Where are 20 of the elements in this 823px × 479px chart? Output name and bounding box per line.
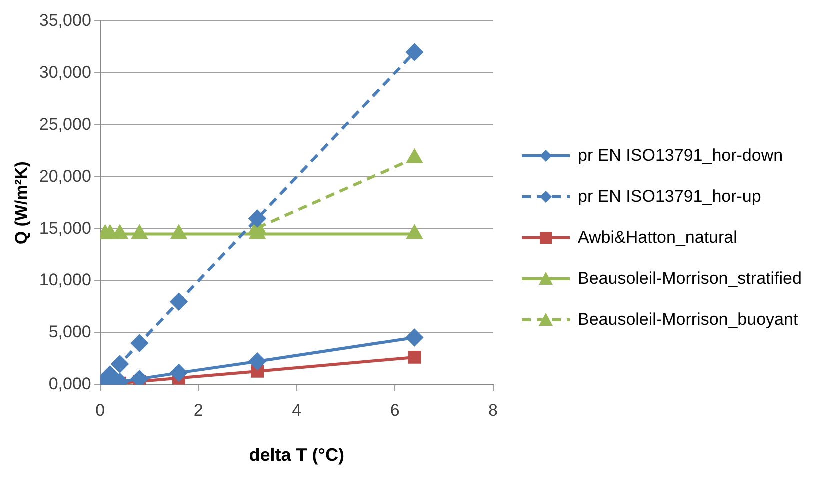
legend-label: Beausoleil-Morrison_buoyant (578, 309, 800, 331)
legend-label: pr EN ISO13791_hor-up (578, 186, 762, 208)
legend-label: Beausoleil-Morrison_stratified (578, 268, 803, 290)
y-tick-label: 30,000 (39, 62, 92, 82)
y-tick-label: 15,000 (39, 218, 92, 238)
x-axis-title: delta T (°C) (249, 445, 344, 466)
x-tick-label: 0 (96, 400, 106, 420)
x-tick-label: 8 (488, 400, 498, 420)
y-axis-title: Q (W/m²K) (12, 162, 31, 245)
x-tick-label: 6 (390, 400, 400, 420)
legend-label: pr EN ISO13791_hor-down (578, 145, 784, 167)
legend-label: Awbi&Hatton_natural (578, 227, 738, 249)
y-tick-label: 20,000 (39, 166, 92, 186)
y-tick-label: 0,000 (48, 374, 92, 394)
x-tick-label: 4 (292, 400, 302, 420)
y-tick-label: 10,000 (39, 270, 92, 290)
y-tick-label: 35,000 (39, 10, 92, 30)
y-tick-label: 5,000 (48, 322, 92, 342)
x-tick-label: 2 (194, 400, 204, 420)
y-tick-label: 25,000 (39, 114, 92, 134)
